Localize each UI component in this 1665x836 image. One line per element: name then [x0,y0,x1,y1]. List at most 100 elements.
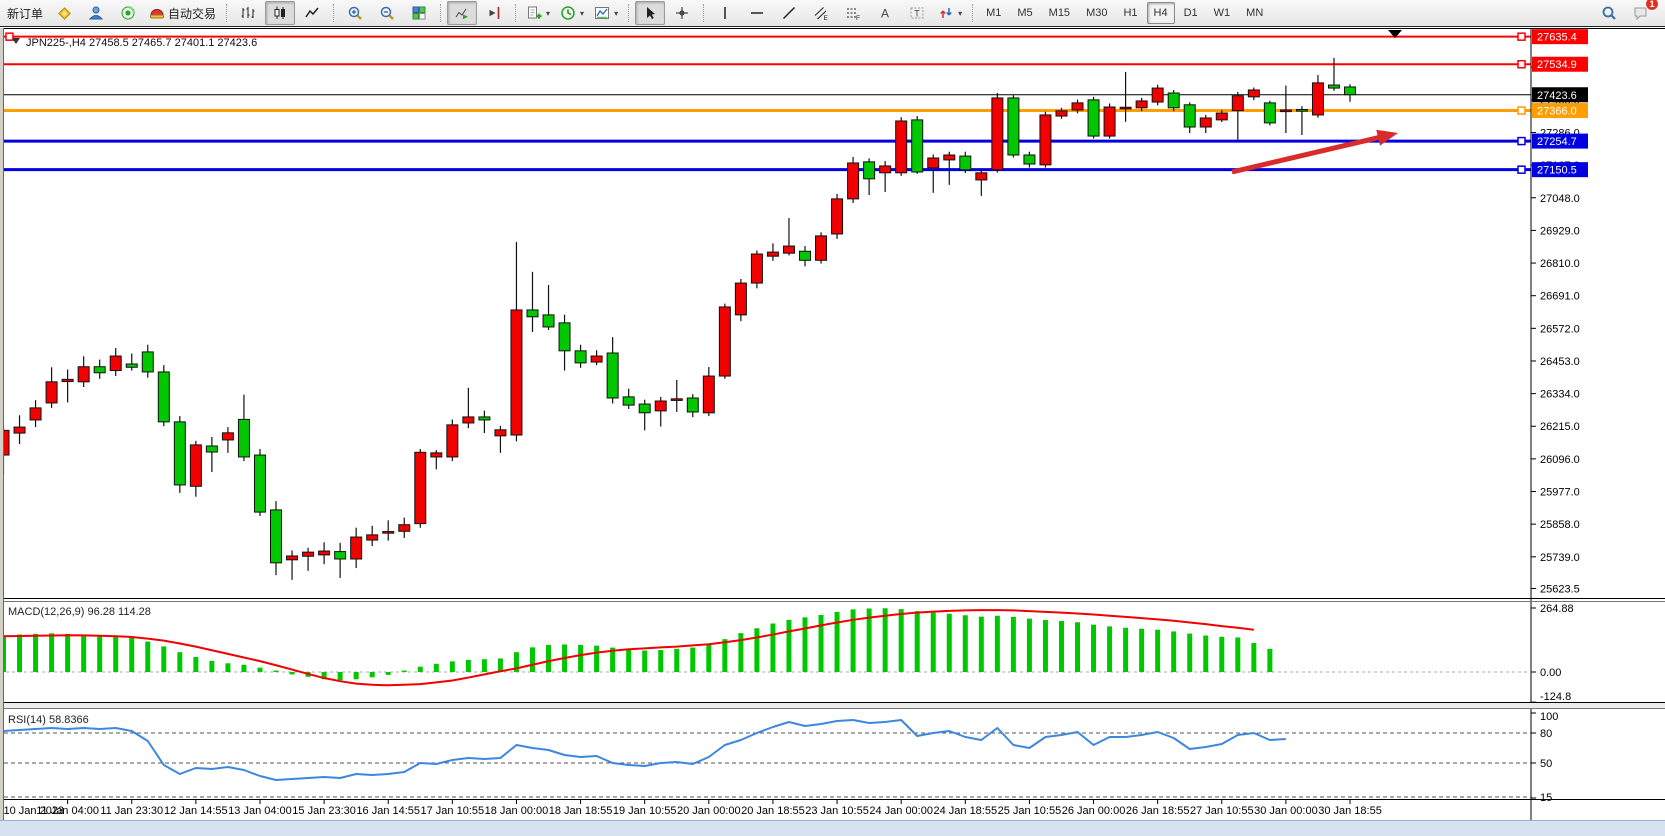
pane-separator-band[interactable] [0,703,1665,708]
search-button[interactable] [1594,1,1624,25]
macd-axis-label: 264.88 [1540,603,1574,615]
price-axis-label: 26096.0 [1540,454,1580,466]
autoscroll-icon [455,8,469,20]
textA-icon: A [881,7,889,21]
auto-scroll-button[interactable] [447,1,478,25]
timeframe-h1-button[interactable]: H1 [1123,7,1138,19]
timeframe-h4-button[interactable]: H4 [1146,2,1175,24]
candle-body [863,161,876,180]
level-line-handle[interactable] [5,32,14,41]
price-badge-label: 27254.7 [1537,136,1577,148]
candle-body [1279,109,1292,113]
candle-body [1039,114,1052,166]
crosshair-button[interactable] [667,1,697,25]
candle-body [574,350,587,364]
level-line-handle[interactable] [1517,106,1526,115]
timeframe-d1-button[interactable]: D1 [1183,7,1198,19]
candle-body [478,416,491,421]
candle-body [1344,86,1357,96]
candle-body [1007,97,1020,156]
level-line-handle[interactable] [1517,136,1526,146]
candle-body [831,198,844,235]
tile-icon [412,6,426,20]
textT-icon: T [910,7,924,19]
text-label-button[interactable]: T [902,1,932,25]
candle-body [638,403,651,414]
candle-body [173,421,186,486]
candle-body [1247,89,1260,98]
timeframe-mn-button[interactable]: MN [1246,7,1264,19]
indicators-button[interactable]: ▾ [522,1,554,25]
candle-body [189,444,202,487]
price-badge [1532,87,1588,103]
price-badge-label: 27635.4 [1537,32,1577,44]
trendline-button[interactable] [774,1,804,25]
price-badge-label: 27366.0 [1537,106,1577,118]
candle-body [270,509,283,564]
candlestick-button[interactable] [265,1,296,25]
line-chart-button[interactable] [297,1,327,25]
status-bar [0,821,1665,836]
chart-surface[interactable]: JPN225-,H4 27458.5 27465.7 27401.1 27423… [0,28,1665,836]
toolbar-separator [700,2,707,24]
level-line-handle[interactable] [1517,32,1526,41]
chart-svg[interactable]: JPN225-,H4 27458.5 27465.7 27401.1 27423… [0,28,1665,836]
horizontal-line-button[interactable] [742,1,772,25]
time-axis-label: 26 Jan 18:55 [1126,805,1190,817]
price-axis-label: 26572.0 [1540,323,1580,335]
search-icon [1602,6,1616,20]
vertical-line-button[interactable] [710,1,740,25]
price-badge [1532,133,1588,149]
price-axis-label: 27048.0 [1540,193,1580,205]
timeframe-m15-button[interactable]: M15 [1048,7,1071,19]
shapes-button[interactable]: ▾ [934,1,966,25]
timeframe-m1-button[interactable]: M1 [986,7,1002,19]
trader-icon[interactable] [81,1,111,25]
dropdown-caret-icon: ▾ [614,8,619,18]
price-badge-label: 27150.5 [1537,165,1577,177]
trend-arrow-head[interactable] [1376,129,1398,146]
trend-arrow[interactable] [1231,132,1389,175]
zoom-in-button[interactable] [340,1,370,25]
symbol-dropdown-icon[interactable] [12,38,20,44]
level-line-handle[interactable] [1517,165,1526,174]
bar-chart-button[interactable] [233,1,263,25]
time-axis-label: 20 Jan 00:00 [677,805,741,817]
timeframe-m5-button[interactable]: M5 [1017,7,1033,19]
candle-body [911,119,924,173]
periods-button[interactable]: ▾ [556,1,588,25]
cursor-button[interactable] [635,1,666,25]
candle-body [670,398,683,401]
candle-body [606,352,619,399]
price-axis-label: 25739.0 [1540,552,1580,564]
notification-badge: 1 [1645,0,1659,11]
chart-background [0,28,1665,836]
price-axis-label: 26691.0 [1540,291,1580,303]
signal-icon[interactable] [113,1,143,25]
charts-gold-icon[interactable] [49,1,79,25]
candle-icon [274,6,286,19]
zoom-out-button[interactable] [372,1,402,25]
candle-body [286,555,299,561]
macd-signal-line [3,609,1254,687]
channel-button[interactable]: E [806,1,836,25]
candle-body [318,550,331,556]
time-axis-label: 16 Jan 14:55 [356,805,420,817]
tile-windows-button[interactable] [404,1,434,25]
candle-body [750,253,763,284]
main-toolbar: 新订单 自动交易 ▾ ▾ ▾ E F A T ▾ M1 M5 M15 M30 H1 H4 D1 W1 MN 1 [0,0,1665,27]
candle-body [237,418,250,458]
text-button[interactable]: A [870,1,900,25]
chart-shift-button[interactable] [479,1,509,25]
level-line-handle[interactable] [1517,59,1526,69]
templates-button[interactable]: ▾ [590,1,622,25]
goldbar-icon [58,7,71,20]
timeframe-w1-button[interactable]: W1 [1213,7,1231,19]
autotrading-button[interactable]: 自动交易 [145,1,220,25]
candle-body [366,534,379,541]
notification-button[interactable]: 1 [1626,0,1659,25]
fibonacci-button[interactable]: F [838,1,868,25]
timeframe-m30-button[interactable]: M30 [1086,7,1108,19]
new-order-button[interactable]: 新订单 [3,1,47,25]
